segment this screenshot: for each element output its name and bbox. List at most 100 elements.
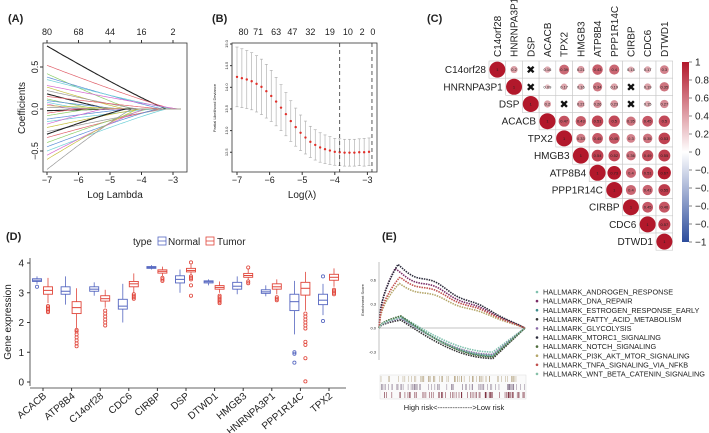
c-colorbar xyxy=(682,62,689,242)
e-enrichment-curve xyxy=(378,263,526,329)
c-correlation-value: 0.55 xyxy=(660,153,669,158)
c-row-label: DSP xyxy=(499,100,520,111)
c-correlation-value: 0.3 xyxy=(662,67,668,72)
c-correlation-value: 0.51 xyxy=(594,119,603,124)
e-enrichment-curve xyxy=(378,315,526,358)
c-correlation-value: 1 xyxy=(630,205,633,210)
c-correlation-circle xyxy=(639,216,656,233)
c-correlation-value: 0.2 xyxy=(511,67,517,72)
b-top-tick-label: 10 xyxy=(343,27,353,37)
c-correlation-value: 0.67 xyxy=(660,170,669,175)
c-correlation-circle xyxy=(577,65,585,74)
c-correlation-circle xyxy=(626,150,636,161)
c-correlation-circle xyxy=(641,167,654,179)
d-legend-normal: Normal xyxy=(168,237,200,248)
e-legend-label: HALLMARK_TNFA_SIGNALING_VIA_NFKB xyxy=(543,360,688,369)
c-correlation-circle xyxy=(592,64,603,75)
c-nonsignificant-mark: ✖ xyxy=(560,99,569,111)
d-legend-title: type xyxy=(133,237,152,248)
c-row-label: C14orf28 xyxy=(445,65,487,76)
d-x-tick-label: DSP xyxy=(169,391,192,413)
d-box-normal xyxy=(117,283,128,323)
a-top-tick-label: 80 xyxy=(42,27,52,37)
c-correlation-value: 0.57 xyxy=(660,222,669,227)
b-top-tick-label: 0 xyxy=(370,27,375,37)
box-outlier xyxy=(320,319,325,324)
b-y-tick-label: 13.5 xyxy=(224,104,229,113)
c-correlation-circle xyxy=(593,99,602,109)
c-column-label: ACACB xyxy=(543,22,554,57)
c-correlation-circle xyxy=(592,82,603,92)
b-deviance-point xyxy=(240,77,244,80)
a-x-tick-label: −4 xyxy=(136,175,146,185)
c-colorbar-label: 0.2 xyxy=(695,130,709,141)
b-x-tick-label: −4 xyxy=(330,175,340,185)
e-enrichment-curve xyxy=(378,276,526,329)
c-column-label: HNRNPA3P1 xyxy=(510,0,521,57)
a-y-axis-label: Coefficients xyxy=(17,82,28,134)
a-top-tick-label: 2 xyxy=(170,27,175,37)
box-outlier xyxy=(303,342,308,347)
a-y-tick-label: 0.5 xyxy=(30,61,40,74)
e-y-tick-label: 0.0 xyxy=(370,326,376,331)
d-x-tick-label: DTWD1 xyxy=(186,391,221,423)
d-x-tick-label: CDC6 xyxy=(107,391,135,417)
d-box-tumor xyxy=(329,268,339,297)
c-correlation-value: 0.5 xyxy=(662,119,668,124)
c-correlation-value: 0.23 xyxy=(610,102,619,107)
c-correlation-circle xyxy=(626,116,636,126)
c-colorbar-label: −1 xyxy=(695,238,707,249)
b-deviance-point xyxy=(274,100,278,103)
c-column-label: CIRBP xyxy=(626,26,637,57)
d-x-tick-label: CIRBP xyxy=(133,391,164,419)
c-correlation-value: 0.47 xyxy=(560,119,569,124)
e-legend-label: HALLMARK_GLYCOLYSIS xyxy=(543,324,632,333)
c-correlation-value: 1 xyxy=(596,170,599,175)
c-correlation-circle xyxy=(560,83,568,91)
c-correlation-value: 0.49 xyxy=(644,153,653,158)
c-correlation-circle xyxy=(644,83,652,91)
e-legend-dot xyxy=(535,363,539,367)
d-box-normal xyxy=(175,269,185,293)
c-correlation-circle xyxy=(658,218,671,231)
e-legend-label: HALLMARK_NOTCH_SIGNALING xyxy=(543,342,656,351)
c-correlation-value: 1 xyxy=(663,239,666,244)
d-box-tumor xyxy=(43,277,53,315)
box-outlier xyxy=(188,275,193,280)
c-column-label: CDC6 xyxy=(643,29,654,57)
a-y-tick-label: 0.0 xyxy=(30,103,40,116)
c-correlation-circle xyxy=(575,115,587,127)
c-column-label: PPP1R14C xyxy=(610,6,621,57)
c-correlation-circle xyxy=(644,100,651,108)
a-coefficient-paths xyxy=(46,45,181,170)
a-x-tick-label: −7 xyxy=(42,175,52,185)
b-top-tick-label: 47 xyxy=(287,27,297,37)
c-correlation-circle xyxy=(642,184,653,196)
b-deviance-point xyxy=(289,119,292,123)
box-outlier xyxy=(246,281,251,286)
e-legend-dot xyxy=(535,318,539,321)
c-correlation-value: 0.35 xyxy=(644,136,653,141)
c-correlation-circle xyxy=(606,182,623,198)
c-column-label: HMGB3 xyxy=(576,21,587,57)
b-top-tick-label: 80 xyxy=(239,27,249,37)
b-deviance-point xyxy=(299,131,302,134)
b-deviance-point xyxy=(338,151,341,154)
e-legend-dot xyxy=(535,336,539,339)
e-legend-label: HALLMARK_FATTY_ACID_METABOLISM xyxy=(543,315,681,324)
c-correlation-circle xyxy=(592,133,603,144)
e-legend-label: HALLMARK_WNT_BETA_CATENIN_SIGNALING xyxy=(543,370,705,379)
e-legend-dot xyxy=(535,299,539,303)
box-outlier xyxy=(292,350,297,355)
box-outlier xyxy=(188,260,193,265)
b-top-tick-label: 63 xyxy=(271,27,281,37)
b-deviance-point xyxy=(284,112,288,116)
b-plot-frame xyxy=(231,42,378,173)
c-correlation-value: 0.45 xyxy=(610,136,619,141)
c-correlation-value: 0.26 xyxy=(594,102,603,107)
c-correlation-value: 0.15 xyxy=(627,67,636,72)
b-x-tick-label: −3 xyxy=(362,175,372,185)
box-outlier xyxy=(74,327,79,332)
b-x-tick-label: −5 xyxy=(297,175,307,185)
